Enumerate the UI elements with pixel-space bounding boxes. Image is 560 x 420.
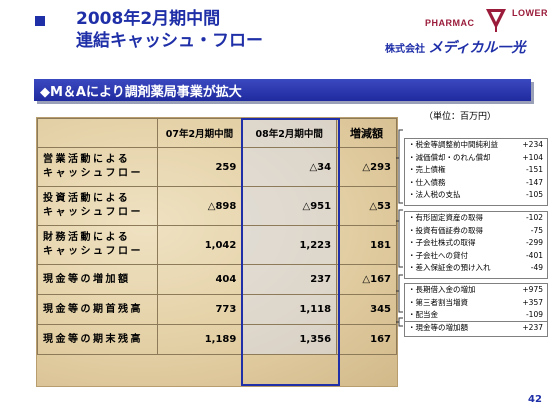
list-item: ・売上債権 -151: [405, 164, 547, 177]
header-change: 増減額: [336, 118, 397, 148]
row-label: 現金等の増加額: [37, 264, 158, 295]
list-item: ・差入保証金の預け入れ -49: [405, 262, 547, 275]
table-row: 現金等の期末残高 1,189 1,356 167: [37, 324, 397, 355]
note-value: -401: [525, 250, 543, 260]
company-logo-icon: [486, 9, 506, 32]
note-label: ・差入保証金の預け入れ: [408, 263, 491, 273]
note-value: +237: [522, 323, 543, 332]
bracket-operating: [398, 129, 403, 204]
note-label: ・有形固定資産の取得: [408, 213, 483, 222]
cell-prev: 1,042: [156, 225, 243, 265]
notes-investing: ・有形固定資産の取得 -102 ・投資有価証券の取得 -75 ・子会社株式の取得 -2…: [404, 211, 548, 279]
table-row: 営業活動による キャッシュフロー 259 △34 △293: [37, 147, 397, 187]
note-value: -147: [525, 177, 543, 187]
list-item: ・法人税の支払 -105: [405, 189, 547, 202]
note-value: +104: [522, 152, 543, 162]
cell-current: 1,356: [241, 324, 338, 355]
note-value: -299: [525, 238, 543, 248]
cell-prev: △898: [156, 186, 243, 226]
cell-change: △53: [336, 186, 397, 226]
company-prefix: 株式会社: [385, 44, 425, 55]
note-label: ・仕入債務: [408, 177, 446, 187]
title-bullet: [35, 16, 45, 26]
cell-change: 345: [336, 294, 397, 325]
note-value: -75: [530, 225, 543, 235]
list-item: ・減価償却・のれん償却 +104: [405, 152, 547, 165]
list-item: ・子会社への貸付 -401: [405, 250, 547, 263]
cell-change: 181: [336, 225, 397, 265]
table-row: 財務活動によるキャッシュフロー 1,042 1,223 181: [37, 225, 397, 265]
section-banner: ◆M＆Aにより調剤薬局事業が拡大: [34, 79, 531, 101]
unit-label: （単位：百万円）: [424, 112, 497, 122]
row-label-line2: キャッシュフロー: [43, 246, 143, 257]
cell-current: 237: [241, 264, 338, 295]
list-item: ・長期借入金の増加 +975: [405, 284, 547, 297]
note-value: -109: [525, 310, 543, 320]
note-label: ・法人税の支払: [408, 190, 461, 200]
logo-text-right: LOWER: [512, 8, 548, 18]
note-label: ・配当金: [408, 310, 438, 320]
cell-current: 1,118: [241, 294, 338, 325]
notes-financing: ・長期借入金の増加 +975 ・第三者割当増資 +357 ・配当金 -109: [404, 283, 548, 325]
row-label-line1: 財務活動による: [43, 232, 131, 243]
list-item: ・配当金 -109: [405, 309, 547, 322]
cell-prev: 1,189: [156, 324, 243, 355]
cell-change: 167: [336, 324, 397, 355]
row-label-line1: 営業活動による: [43, 154, 131, 165]
list-item: ・第三者割当増資 +357: [405, 297, 547, 310]
company-name: 株式会社 メディカル一光: [385, 37, 526, 57]
page-number: 42: [528, 394, 542, 405]
note-value: +357: [522, 297, 543, 307]
row-label-line1: 投資活動による: [43, 193, 131, 204]
note-value: -49: [530, 263, 543, 273]
cell-change: △293: [336, 147, 397, 187]
notes-operating: ・税金等調整前中間純利益 +234 ・減価償却・のれん償却 +104 ・売上債権 -1…: [404, 138, 548, 206]
note-label: ・売上債権: [408, 165, 446, 175]
list-item: ・子会社株式の取得 -299: [405, 237, 547, 250]
row-label-line2: キャッシュフロー: [43, 207, 143, 218]
notes-cash: ・現金等の増加額 +237: [404, 321, 548, 337]
cell-current: △34: [241, 147, 338, 187]
bracket-financing: [398, 274, 403, 313]
banner-text: ◆M＆Aにより調剤薬局事業が拡大: [40, 85, 242, 100]
note-label: ・投資有価証券の取得: [408, 225, 483, 235]
bracket-investing: [398, 209, 403, 268]
note-label: ・税金等調整前中間純利益: [408, 140, 498, 149]
row-label-line2: キャッシュフロー: [43, 168, 143, 179]
note-label: ・減価償却・のれん償却: [408, 152, 491, 162]
bracket-cash: [398, 317, 403, 327]
logo-text-left: PHARMAC: [425, 18, 475, 28]
title-line-1: 2008年2月期中間: [76, 9, 221, 29]
list-item: ・仕入債務 -147: [405, 177, 547, 190]
cash-flow-table: 07年2月期中間 08年2月期中間 増減額 営業活動による キャッシュフロー 25…: [37, 118, 397, 355]
note-label: ・現金等の増加額: [408, 323, 468, 332]
cash-flow-panel: 07年2月期中間 08年2月期中間 増減額 営業活動による キャッシュフロー 25…: [36, 117, 398, 387]
note-value: +234: [522, 140, 543, 149]
note-label: ・第三者割当増資: [408, 297, 468, 307]
note-value: +975: [522, 285, 543, 294]
note-value: -102: [525, 213, 543, 222]
table-row: 投資活動による キャッシュフロー △898 △951 △53: [37, 186, 397, 226]
list-item: ・現金等の増加額 +237: [405, 322, 547, 335]
note-label: ・子会社への貸付: [408, 250, 468, 260]
company-main-name: メディカル一光: [428, 40, 526, 56]
cell-current: 1,223: [241, 225, 338, 265]
table-row: 現金等の期首残高 773 1,118 345: [37, 294, 397, 325]
note-label: ・子会社株式の取得: [408, 238, 476, 248]
note-label: ・長期借入金の増加: [408, 285, 476, 294]
list-item: ・有形固定資産の取得 -102: [405, 212, 547, 225]
list-item: ・投資有価証券の取得 -75: [405, 225, 547, 238]
row-label: 現金等の期首残高: [37, 294, 158, 325]
note-value: -151: [525, 165, 543, 175]
row-label: 投資活動によるキャッシュフロー: [37, 186, 158, 226]
list-item: ・税金等調整前中間純利益 +234: [405, 139, 547, 152]
page-title: 2008年2月期中間 連結キャッシュ・フロー: [76, 8, 263, 52]
row-label: 営業活動によるキャッシュフロー: [37, 147, 158, 187]
title-line-2: 連結キャッシュ・フロー: [76, 31, 263, 51]
note-value: -105: [525, 190, 543, 200]
row-label: 現金等の期末残高: [37, 324, 158, 355]
